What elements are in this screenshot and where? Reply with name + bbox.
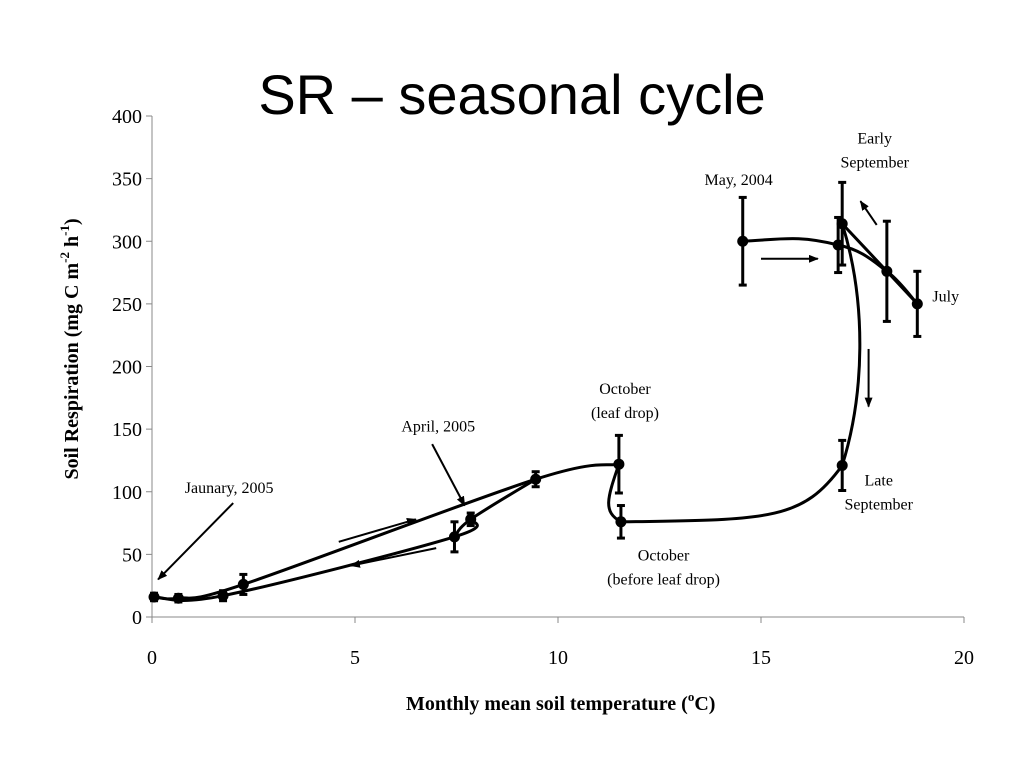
data-point <box>465 513 477 525</box>
y-tick-label: 50 <box>122 544 142 566</box>
data-point <box>832 239 844 251</box>
data-point <box>737 235 749 247</box>
annotation: May, 2004 <box>705 172 773 189</box>
y-tick-label: 400 <box>112 106 142 128</box>
arrow-spring <box>338 517 417 543</box>
x-tick-label: 15 <box>751 647 771 669</box>
page-title: SR – seasonal cycle <box>258 63 766 126</box>
annotation: April, 2005 <box>401 419 475 436</box>
annotation: Jaunary, 2005 <box>185 480 274 497</box>
arrow-early-sept <box>859 200 878 226</box>
y-tick-label: 350 <box>112 169 142 191</box>
x-tick-label: 10 <box>548 647 568 669</box>
data-point <box>836 459 848 471</box>
data-point <box>448 531 460 543</box>
data-point <box>613 458 625 470</box>
data-point <box>836 218 848 230</box>
data-point <box>911 298 923 310</box>
x-tick-label: 5 <box>350 647 360 669</box>
curve-spring-link <box>453 477 537 538</box>
annotation: Late September <box>845 472 914 513</box>
data-point <box>530 473 542 485</box>
trajectory-curves <box>153 222 919 602</box>
direction-arrows <box>157 200 878 581</box>
data-points <box>148 218 923 604</box>
annotation: Early September <box>840 131 909 172</box>
data-point <box>615 516 627 528</box>
y-tick-label: 250 <box>112 294 142 316</box>
y-tick-label: 150 <box>112 419 142 441</box>
x-tick-label: 0 <box>147 647 157 669</box>
arrow-april-label <box>431 443 466 507</box>
annotation: October (before leaf drop) <box>607 548 720 589</box>
y-tick-label: 300 <box>112 231 142 253</box>
curve-late-sept-oct <box>620 464 844 524</box>
annotation: October (leaf drop) <box>591 381 659 422</box>
arrow-autumn <box>349 547 437 568</box>
curve-may-aug <box>742 237 839 247</box>
data-point <box>217 590 229 602</box>
data-point <box>172 592 184 604</box>
y-tick-label: 100 <box>112 482 142 504</box>
y-axis-label: Soil Respiration (mg C m-2 h-1) <box>57 218 83 479</box>
y-tick-label: 0 <box>132 607 142 629</box>
arrow-january-label <box>157 502 234 581</box>
axes: 0 50 100 150 200 250 300 350 400 0 5 10 15 20 <box>112 106 974 669</box>
error-bars <box>150 180 922 604</box>
data-point <box>148 591 160 603</box>
annotation: July <box>932 288 959 305</box>
data-point <box>881 265 893 277</box>
curve-early-late-sept <box>840 223 862 466</box>
data-point <box>237 578 249 590</box>
x-tick-label: 20 <box>954 647 974 669</box>
y-tick-label: 200 <box>112 357 142 379</box>
annotations: May, 2004 Early September July Late September… <box>185 131 959 589</box>
x-axis-label: Monthly mean soil temperature (oC) <box>406 689 715 715</box>
